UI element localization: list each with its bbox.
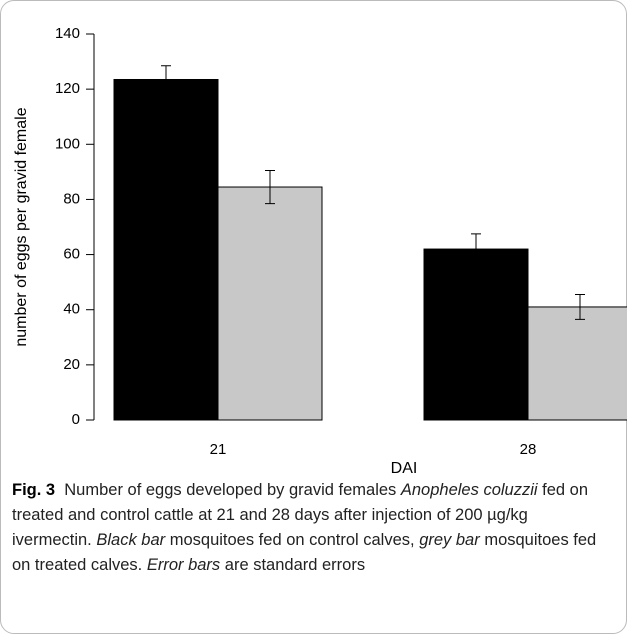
error-bar [471,233,481,265]
bar [113,78,219,421]
x-tick-label: 21 [210,441,227,458]
caption-text: are standard errors [220,556,366,574]
caption-text: fed on treated and control cattle at 21 … [12,481,589,549]
caption-text: mosquitoes fed on control calves, [165,531,420,549]
y-tick-label: 120 [55,80,80,97]
x-axis-label: DAI [391,460,418,477]
y-tick-label: 40 [63,301,80,318]
caption-text: Black bar [96,531,166,549]
caption: Fig. 3 Number of eggs developed by gravi… [12,478,612,578]
caption-text: Error bars [146,556,221,574]
y-tick-label: 0 [72,411,80,428]
caption-text: Number of eggs developed by gravid femal… [64,481,401,499]
bar [423,248,529,421]
bar [527,306,627,421]
caption-label: Fig. 3 [12,481,56,499]
caption-text: mosquitoes fed on treated calves. [12,531,597,574]
x-tick-label: 28 [520,441,537,458]
error-bar [161,65,171,94]
y-tick-label: 60 [63,246,80,263]
caption-text: Anopheles coluzzii [400,481,538,499]
caption-text: grey bar [419,531,480,549]
error-bar [575,294,585,320]
y-tick-label: 80 [63,190,80,207]
y-tick-label: 20 [63,356,80,373]
y-tick-label: 140 [55,25,80,42]
chart: DAI number of eggs per gravid female 0 20… [13,25,627,477]
y-tick-label: 100 [55,135,80,152]
bar [217,186,323,421]
error-bar [265,169,275,205]
y-axis-label: number of eggs per gravid female [13,107,30,346]
